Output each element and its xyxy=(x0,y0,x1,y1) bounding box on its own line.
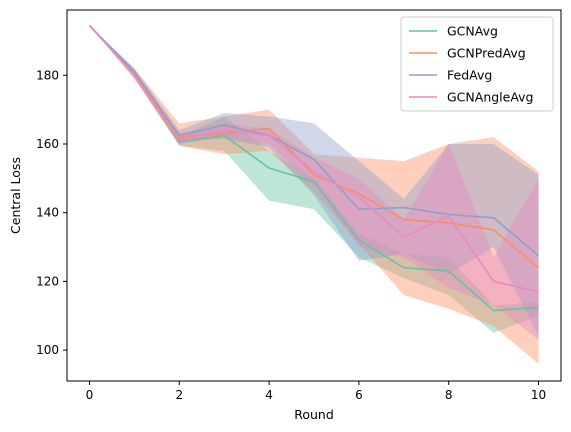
y-axis-ticks: 100 120 140 160 180 xyxy=(36,68,67,357)
legend-label-gcnangleavg: GCNAngleAvg xyxy=(447,90,534,105)
series-line-gcnpredavg xyxy=(88,24,540,269)
legend: GCNAvg GCNPredAvg FedAvg GCNAngleAvg xyxy=(400,16,554,112)
y-tick-label: 120 xyxy=(36,274,59,288)
band-fedavg xyxy=(89,25,539,337)
x-axis-label: Round xyxy=(294,407,334,422)
legend-box xyxy=(400,16,554,112)
y-tick-label: 100 xyxy=(36,343,59,357)
y-tick-label: 160 xyxy=(36,137,59,151)
series-line-fedavg xyxy=(88,24,540,257)
series-line-gcnangleavg xyxy=(88,24,539,293)
x-tick-label: 6 xyxy=(355,388,363,402)
x-tick-label: 4 xyxy=(265,388,273,402)
x-tick-label: 10 xyxy=(531,388,546,402)
x-axis-ticks: 0 2 4 6 8 10 xyxy=(86,381,546,402)
x-tick-label: 2 xyxy=(175,388,183,402)
band-gcnavg xyxy=(89,25,539,333)
legend-label-gcnpredavg: GCNPredAvg xyxy=(447,46,526,61)
plot-frame xyxy=(66,9,562,382)
legend-label-gcnavg: GCNAvg xyxy=(447,24,498,39)
y-axis-label: Central Loss xyxy=(8,157,23,234)
y-tick-label: 180 xyxy=(36,68,59,82)
y-tick-label: 140 xyxy=(36,206,59,220)
series-lines xyxy=(88,24,540,312)
x-tick-label: 8 xyxy=(445,388,453,402)
legend-label-fedavg: FedAvg xyxy=(447,68,492,83)
band-gcnpredavg xyxy=(89,25,539,364)
x-tick-label: 0 xyxy=(86,388,94,402)
